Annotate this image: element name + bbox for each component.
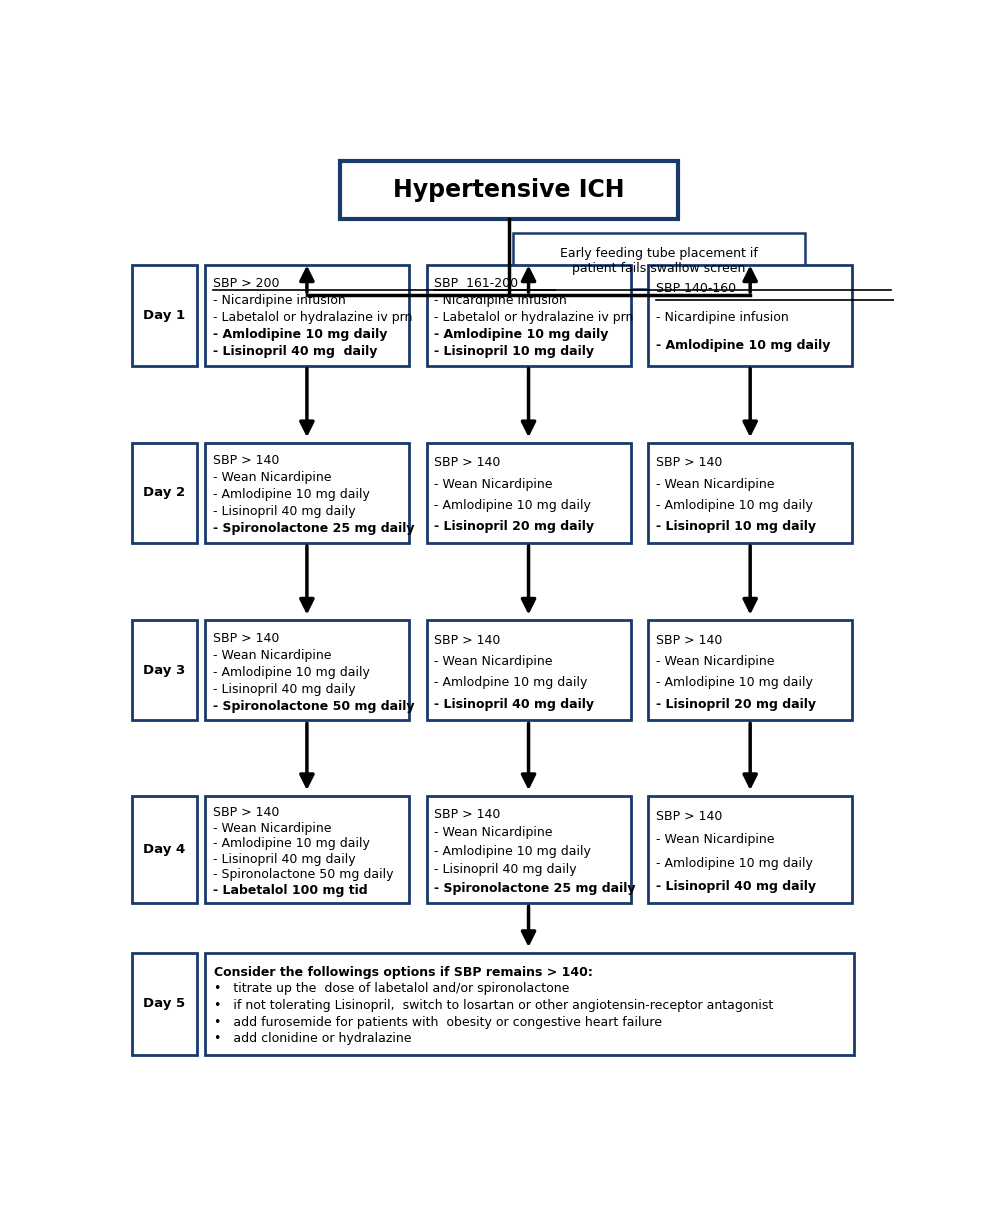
Text: - Lisinopril 40 mg daily: - Lisinopril 40 mg daily	[656, 879, 816, 892]
Text: Early feeding tube placement if
patient fails swallow screen: Early feeding tube placement if patient …	[560, 247, 758, 275]
FancyBboxPatch shape	[205, 443, 409, 543]
FancyBboxPatch shape	[648, 443, 852, 543]
Text: - Lisinopril 40 mg daily: - Lisinopril 40 mg daily	[213, 505, 355, 519]
FancyBboxPatch shape	[648, 796, 852, 903]
Text: SBP 140-160: SBP 140-160	[656, 282, 736, 295]
Text: - Spironolactone 50 mg daily: - Spironolactone 50 mg daily	[213, 868, 393, 882]
Text: - Wean Nicardipine: - Wean Nicardipine	[213, 821, 331, 835]
Text: - Wean Nicardipine: - Wean Nicardipine	[434, 826, 553, 839]
FancyBboxPatch shape	[205, 953, 854, 1055]
Text: - Amlodipine 10 mg daily: - Amlodipine 10 mg daily	[434, 845, 591, 857]
Text: Day 4: Day 4	[143, 843, 186, 856]
Text: - Amlodipine 10 mg daily: - Amlodipine 10 mg daily	[213, 666, 369, 679]
Text: SBP > 140: SBP > 140	[213, 632, 279, 644]
Text: SBP > 140: SBP > 140	[656, 456, 722, 469]
FancyBboxPatch shape	[132, 443, 198, 543]
Text: - Lisinopril 40 mg  daily: - Lisinopril 40 mg daily	[213, 345, 377, 358]
Text: - Spironolactone 25 mg daily: - Spironolactone 25 mg daily	[213, 522, 414, 535]
Text: SBP  161-200: SBP 161-200	[434, 276, 518, 289]
FancyBboxPatch shape	[427, 796, 631, 903]
Text: SBP > 140: SBP > 140	[213, 806, 279, 819]
Text: - Nicardipine infusion: - Nicardipine infusion	[656, 311, 788, 324]
FancyBboxPatch shape	[205, 796, 409, 903]
Text: - Nicardipine infusion: - Nicardipine infusion	[213, 294, 346, 306]
Text: Day 5: Day 5	[143, 997, 186, 1011]
Text: SBP > 140: SBP > 140	[656, 633, 722, 646]
Text: Day 1: Day 1	[143, 309, 186, 322]
FancyBboxPatch shape	[648, 620, 852, 720]
Text: - Nicardipine infusion: - Nicardipine infusion	[434, 294, 567, 306]
Text: •   if not tolerating Lisinopril,  switch to losartan or other angiotensin-recep: • if not tolerating Lisinopril, switch t…	[214, 999, 774, 1012]
Text: Hypertensive ICH: Hypertensive ICH	[393, 178, 625, 203]
Text: - Amlodipine 10 mg daily: - Amlodipine 10 mg daily	[213, 837, 369, 850]
Text: - Lisinopril 40 mg daily: - Lisinopril 40 mg daily	[213, 853, 355, 866]
Text: SBP > 200: SBP > 200	[213, 276, 279, 289]
Text: - Labetalol 100 mg tid: - Labetalol 100 mg tid	[213, 884, 367, 896]
Text: - Amlodipine 10 mg daily: - Amlodipine 10 mg daily	[213, 328, 387, 341]
FancyBboxPatch shape	[648, 265, 852, 365]
FancyBboxPatch shape	[205, 620, 409, 720]
Text: - Wean Nicardipine: - Wean Nicardipine	[656, 478, 775, 491]
Text: - Wean Nicardipine: - Wean Nicardipine	[213, 649, 331, 662]
Text: - Lisinopril 40 mg daily: - Lisinopril 40 mg daily	[434, 698, 594, 710]
Text: - Labetalol or hydralazine iv prn: - Labetalol or hydralazine iv prn	[434, 311, 634, 324]
Text: SBP > 140: SBP > 140	[213, 455, 279, 467]
Text: - Amlodipine 10 mg daily: - Amlodipine 10 mg daily	[656, 856, 813, 870]
FancyBboxPatch shape	[132, 265, 198, 365]
FancyBboxPatch shape	[512, 233, 805, 288]
Text: - Lisinopril 40 mg daily: - Lisinopril 40 mg daily	[434, 863, 577, 877]
Text: - Amlodipine 10 mg daily: - Amlodipine 10 mg daily	[656, 499, 813, 513]
Text: Consider the followings options if SBP remains > 140:: Consider the followings options if SBP r…	[214, 966, 593, 978]
FancyBboxPatch shape	[132, 953, 198, 1055]
Text: - Wean Nicardipine: - Wean Nicardipine	[434, 478, 553, 491]
Text: - Amlodipine 10 mg daily: - Amlodipine 10 mg daily	[213, 488, 369, 502]
Text: - Lisinopril 20 mg daily: - Lisinopril 20 mg daily	[656, 698, 816, 710]
Text: - Labetalol or hydralazine iv prn: - Labetalol or hydralazine iv prn	[213, 311, 412, 324]
Text: - Spironolactone 25 mg daily: - Spironolactone 25 mg daily	[434, 882, 636, 895]
Text: - Wean Nicardipine: - Wean Nicardipine	[656, 655, 775, 668]
FancyBboxPatch shape	[132, 796, 198, 903]
Text: - Wean Nicardipine: - Wean Nicardipine	[656, 833, 775, 847]
FancyBboxPatch shape	[427, 443, 631, 543]
Text: •   add furosemide for patients with  obesity or congestive heart failure: • add furosemide for patients with obesi…	[214, 1015, 662, 1029]
FancyBboxPatch shape	[427, 265, 631, 365]
FancyBboxPatch shape	[340, 162, 678, 219]
Text: SBP > 140: SBP > 140	[656, 810, 722, 822]
Text: Day 2: Day 2	[143, 486, 186, 499]
Text: SBP > 140: SBP > 140	[434, 456, 500, 469]
Text: SBP > 140: SBP > 140	[434, 808, 500, 821]
Text: - Amlodipine 10 mg daily: - Amlodipine 10 mg daily	[434, 328, 609, 341]
Text: - Amlodipine 10 mg daily: - Amlodipine 10 mg daily	[656, 339, 830, 352]
Text: - Lisinopril 10 mg daily: - Lisinopril 10 mg daily	[656, 520, 816, 533]
FancyBboxPatch shape	[205, 265, 409, 365]
Text: - Wean Nicardipine: - Wean Nicardipine	[213, 472, 331, 485]
Text: - Lisinopril 40 mg daily: - Lisinopril 40 mg daily	[213, 683, 355, 696]
Text: - Amlodpine 10 mg daily: - Amlodpine 10 mg daily	[434, 677, 588, 690]
FancyBboxPatch shape	[427, 620, 631, 720]
Text: - Lisinopril 20 mg daily: - Lisinopril 20 mg daily	[434, 520, 594, 533]
Text: - Wean Nicardipine: - Wean Nicardipine	[434, 655, 553, 668]
Text: - Lisinopril 10 mg daily: - Lisinopril 10 mg daily	[434, 345, 594, 358]
FancyBboxPatch shape	[132, 620, 198, 720]
Text: - Spironolactone 50 mg daily: - Spironolactone 50 mg daily	[213, 699, 414, 713]
Text: •   titrate up the  dose of labetalol and/or spironolactone: • titrate up the dose of labetalol and/o…	[214, 983, 570, 995]
Text: - Amlodipine 10 mg daily: - Amlodipine 10 mg daily	[434, 499, 591, 513]
Text: •   add clonidine or hydralazine: • add clonidine or hydralazine	[214, 1032, 412, 1046]
Text: - Amlodipine 10 mg daily: - Amlodipine 10 mg daily	[656, 677, 813, 690]
Text: Day 3: Day 3	[143, 663, 186, 677]
Text: SBP > 140: SBP > 140	[434, 633, 500, 646]
